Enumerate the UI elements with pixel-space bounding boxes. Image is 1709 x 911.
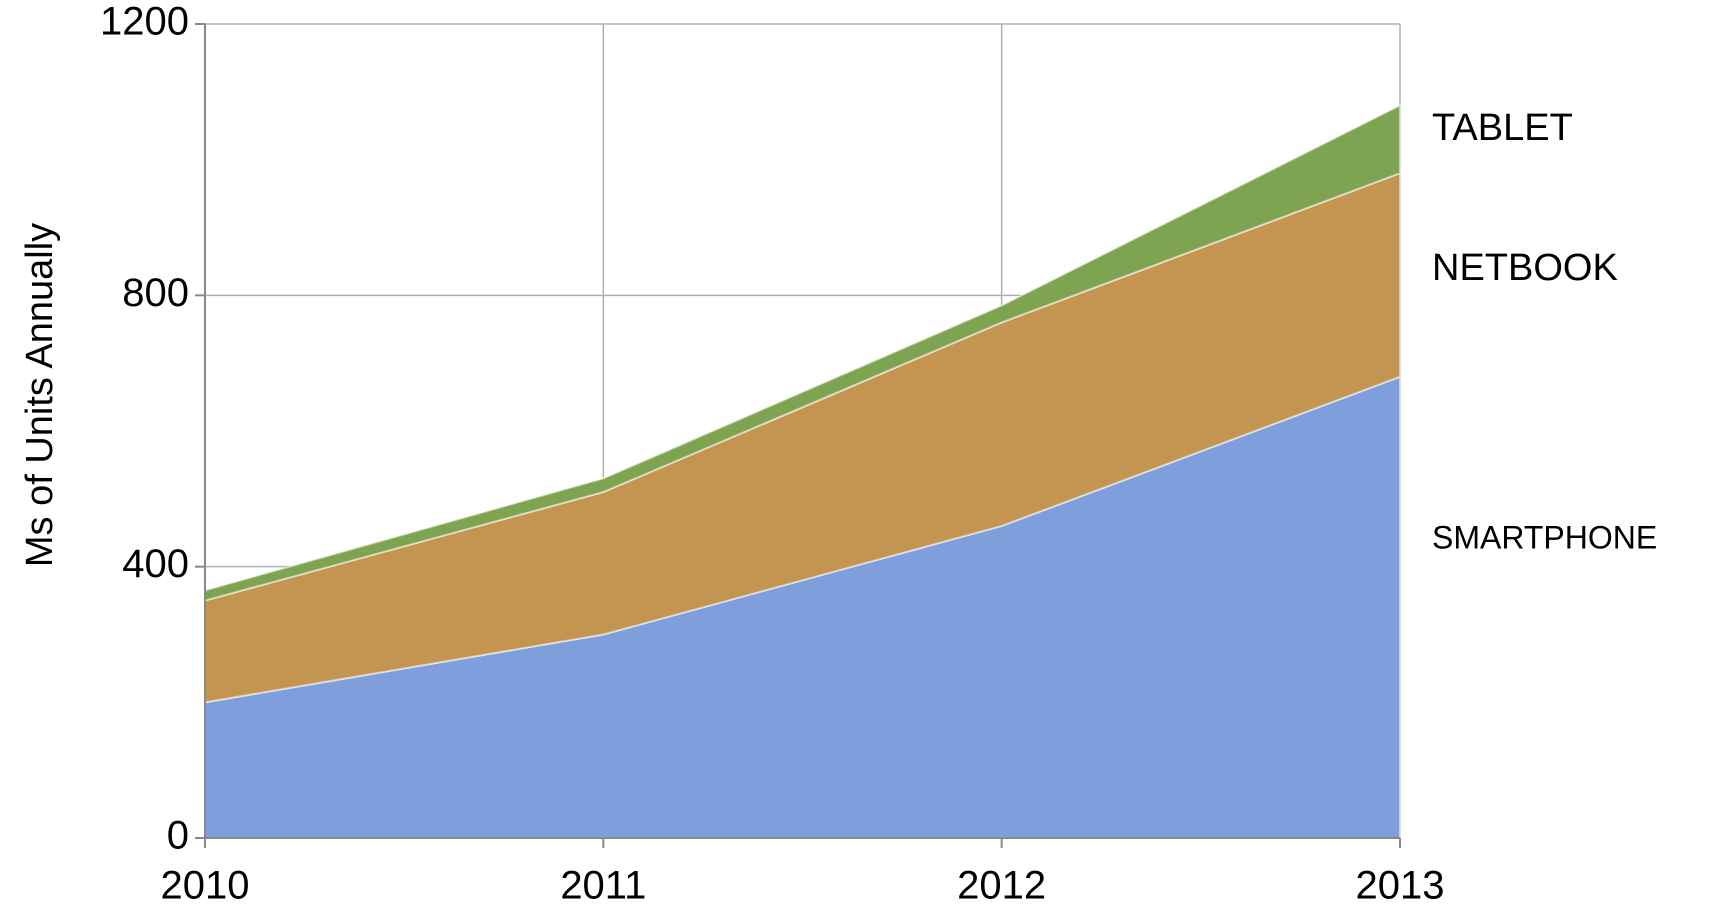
series-label: TABLET [1432, 107, 1573, 149]
series-label: SMARTPHONE [1432, 519, 1657, 555]
y-tick-label: 400 [122, 542, 189, 586]
y-tick-label: 800 [122, 271, 189, 315]
series-label: NETBOOK [1432, 247, 1618, 289]
x-tick-label: 2012 [957, 864, 1046, 908]
x-tick-label: 2013 [1356, 864, 1445, 908]
x-tick-label: 2011 [560, 864, 646, 908]
y-axis-label: Ms of Units Annually [19, 223, 61, 567]
x-tick-label: 2010 [161, 864, 250, 908]
y-tick-label: 0 [167, 814, 189, 858]
area [204, 103, 1401, 602]
y-tick-label: 1200 [100, 0, 189, 44]
